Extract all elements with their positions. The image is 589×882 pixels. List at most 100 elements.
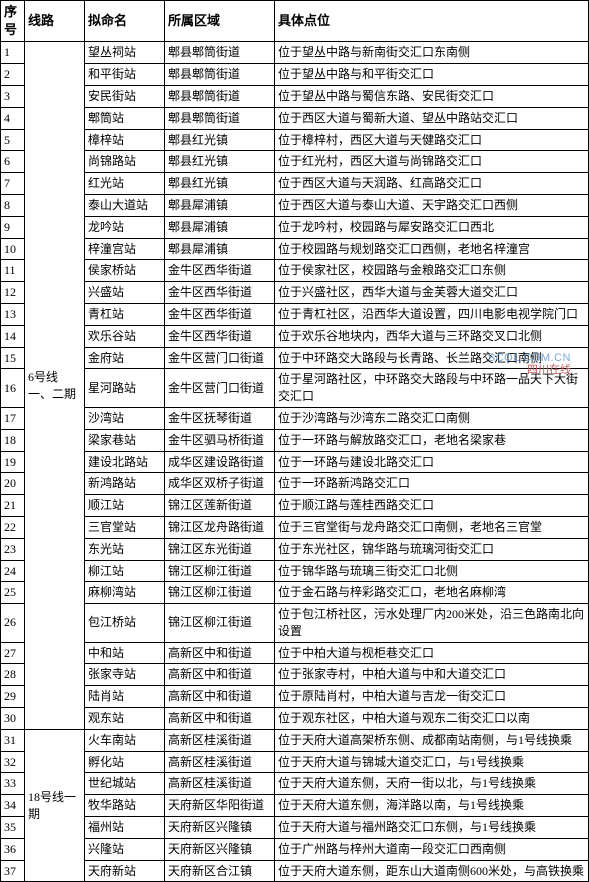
cell-loc: 位于西区大道与天润路、红高路交汇口 xyxy=(275,173,589,195)
cell-seq: 11 xyxy=(1,260,25,282)
cell-loc: 位于观东社区，中柏大道与观东二街交汇口以南 xyxy=(275,708,589,730)
cell-loc: 位于望丛中路与和平街交汇口 xyxy=(275,64,589,86)
cell-loc: 位于兴盛社区，西华大道与金芙蓉大道交汇口 xyxy=(275,282,589,304)
header-seq: 序号 xyxy=(1,1,25,42)
table-row: 3安民街站郫县郫筒街道位于望丛中路与蜀信东路、安民街交汇口 xyxy=(1,85,589,107)
cell-seq: 28 xyxy=(1,664,25,686)
table-row: 27中和站高新区中和街道位于中柏大道与枧柜巷交汇口 xyxy=(1,642,589,664)
table-row: 34牧华路站天府新区华阳街道位于天府大道东侧，海洋路以南，与1号线换乘 xyxy=(1,795,589,817)
table-row: 17沙湾站金牛区抚琴街道位于沙湾路与沙湾东二路交汇口南侧 xyxy=(1,407,589,429)
cell-name: 红光站 xyxy=(85,173,165,195)
header-name: 拟命名 xyxy=(85,1,165,42)
cell-area: 高新区桂溪街道 xyxy=(165,729,275,751)
cell-name: 梓潼宫站 xyxy=(85,238,165,260)
cell-name: 柳江站 xyxy=(85,560,165,582)
cell-seq: 7 xyxy=(1,173,25,195)
table-row: 15金府站金牛区营门口街道位于中环路交大路段与长青路、长兰路交汇口南侧 xyxy=(1,347,589,369)
cell-loc: 位于三官堂街与龙舟路交汇口南侧，老地名三官堂 xyxy=(275,516,589,538)
cell-loc: 位于张家寺村，中柏大道与中和大道交汇口 xyxy=(275,664,589,686)
cell-area: 天府新区兴隆镇 xyxy=(165,838,275,860)
cell-name: 陆肖站 xyxy=(85,686,165,708)
table-row: 25麻柳湾站锦江区柳江街道位于金石路与梓彩路交汇口，老地名麻柳湾 xyxy=(1,582,589,604)
cell-area: 成华区建设路街道 xyxy=(165,451,275,473)
cell-loc: 位于中柏大道与枧柜巷交汇口 xyxy=(275,642,589,664)
cell-seq: 24 xyxy=(1,560,25,582)
cell-seq: 36 xyxy=(1,838,25,860)
cell-loc: 位于一环路与解放路交汇口，老地名梁家巷 xyxy=(275,429,589,451)
cell-name: 火车南站 xyxy=(85,729,165,751)
table-row: 28 张家寺站高新区中和街道位于张家寺村，中柏大道与中和大道交汇口 xyxy=(1,664,589,686)
cell-area: 郫县犀浦镇 xyxy=(165,238,275,260)
cell-seq: 3 xyxy=(1,85,25,107)
table-row: 12兴盛站金牛区西华街道位于兴盛社区，西华大道与金芙蓉大道交汇口 xyxy=(1,282,589,304)
cell-loc: 位于西区大道与蜀新大道、望丛中路站交汇口 xyxy=(275,107,589,129)
table-row: 11侯家桥站金牛区西华街道位于侯家社区，校园路与金粮路交汇口东侧 xyxy=(1,260,589,282)
table-row: 24柳江站锦江区柳江街道位于锦华路与琉璃三街交汇口北侧 xyxy=(1,560,589,582)
cell-seq: 27 xyxy=(1,642,25,664)
cell-seq: 23 xyxy=(1,538,25,560)
cell-loc: 位于天府大道东侧，海洋路以南，与1号线换乘 xyxy=(275,795,589,817)
cell-seq: 1 xyxy=(1,42,25,64)
table-row: 18梁家巷站金牛区驷马桥街道位于一环路与解放路交汇口，老地名梁家巷 xyxy=(1,429,589,451)
cell-name: 郫筒站 xyxy=(85,107,165,129)
cell-loc: 位于一环路与建设北路交汇口 xyxy=(275,451,589,473)
cell-seq: 34 xyxy=(1,795,25,817)
cell-loc: 位于中环路交大路段与长青路、长兰路交汇口南侧 xyxy=(275,347,589,369)
cell-name: 龙吟站 xyxy=(85,216,165,238)
cell-seq: 4 xyxy=(1,107,25,129)
cell-loc: 位于天府大道高架桥东侧、成都南站南侧，与1号线换乘 xyxy=(275,729,589,751)
cell-area: 锦江区柳江街道 xyxy=(165,604,275,643)
cell-area: 郫县郫筒街道 xyxy=(165,42,275,64)
cell-area: 锦江区龙舟路街道 xyxy=(165,516,275,538)
table-row: 10梓潼宫站郫县犀浦镇位于校园路与规划路交汇口西侧，老地名梓潼宫 xyxy=(1,238,589,260)
header-line: 线路 xyxy=(25,1,85,42)
cell-loc: 位于青杠社区，沿西华大道设置，四川电影电视学院门口 xyxy=(275,303,589,325)
cell-seq: 25 xyxy=(1,582,25,604)
table-row: 9龙吟站郫县犀浦镇位于龙吟村，校园路与犀安路交汇口西北 xyxy=(1,216,589,238)
cell-area: 金牛区营门口街道 xyxy=(165,369,275,408)
table-row: 2和平街站郫县郫筒街道位于望丛中路与和平街交汇口 xyxy=(1,64,589,86)
cell-loc: 位于望丛中路与蜀信东路、安民街交汇口 xyxy=(275,85,589,107)
cell-area: 郫县郫筒街道 xyxy=(165,64,275,86)
cell-name: 梁家巷站 xyxy=(85,429,165,451)
header-loc: 具体点位 xyxy=(275,1,589,42)
cell-area: 郫县郫筒街道 xyxy=(165,107,275,129)
cell-seq: 19 xyxy=(1,451,25,473)
cell-loc: 位于顺江路与莲桂西路交汇口 xyxy=(275,495,589,517)
cell-name: 世纪城站 xyxy=(85,773,165,795)
cell-name: 中和站 xyxy=(85,642,165,664)
cell-area: 郫县红光镇 xyxy=(165,173,275,195)
cell-name: 包江桥站 xyxy=(85,604,165,643)
cell-area: 郫县郫筒街道 xyxy=(165,85,275,107)
cell-name: 望丛祠站 xyxy=(85,42,165,64)
cell-seq: 14 xyxy=(1,325,25,347)
cell-area: 金牛区西华街道 xyxy=(165,325,275,347)
cell-seq: 37 xyxy=(1,860,25,882)
cell-seq: 30 xyxy=(1,708,25,730)
cell-area: 金牛区抚琴街道 xyxy=(165,407,275,429)
cell-name: 张家寺站 xyxy=(85,664,165,686)
cell-loc: 位于原陆肖村，中柏大道与吉龙一街交汇口 xyxy=(275,686,589,708)
cell-name: 牧华路站 xyxy=(85,795,165,817)
table-row: 32孵化站高新区桂溪街道位于天府大道与锦城大道交汇口，与1号线换乘 xyxy=(1,751,589,773)
cell-seq: 26 xyxy=(1,604,25,643)
cell-area: 郫县犀浦镇 xyxy=(165,216,275,238)
cell-area: 高新区中和街道 xyxy=(165,664,275,686)
cell-loc: 位于红光村，西区大道与尚锦路交汇口 xyxy=(275,151,589,173)
cell-area: 天府新区合江镇 xyxy=(165,860,275,882)
cell-name: 泰山大道站 xyxy=(85,194,165,216)
cell-name: 和平街站 xyxy=(85,64,165,86)
cell-area: 天府新区兴隆镇 xyxy=(165,817,275,839)
table-row: 36兴隆站天府新区兴隆镇位于广州路与梓州大道南一段交汇口西南侧 xyxy=(1,838,589,860)
cell-area: 高新区桂溪街道 xyxy=(165,751,275,773)
cell-name: 新鸿路站 xyxy=(85,473,165,495)
cell-seq: 17 xyxy=(1,407,25,429)
table-row: 22三官堂站锦江区龙舟路街道位于三官堂街与龙舟路交汇口南侧，老地名三官堂 xyxy=(1,516,589,538)
cell-name: 观东站 xyxy=(85,708,165,730)
cell-loc: 位于星河路社区，中环路交大路段与中环路一品天下大街交汇口 xyxy=(275,369,589,408)
header-area: 所属区域 xyxy=(165,1,275,42)
cell-loc: 位于西区大道与泰山大道、天宇路交汇口西侧 xyxy=(275,194,589,216)
table-row: 29陆肖站高新区中和街道位于原陆肖村，中柏大道与吉龙一街交汇口 xyxy=(1,686,589,708)
cell-loc: 位于一环路新鸿路交汇口 xyxy=(275,473,589,495)
table-row: 5樟梓站郫县红光镇位于樟梓村，西区大道与天健路交汇口 xyxy=(1,129,589,151)
